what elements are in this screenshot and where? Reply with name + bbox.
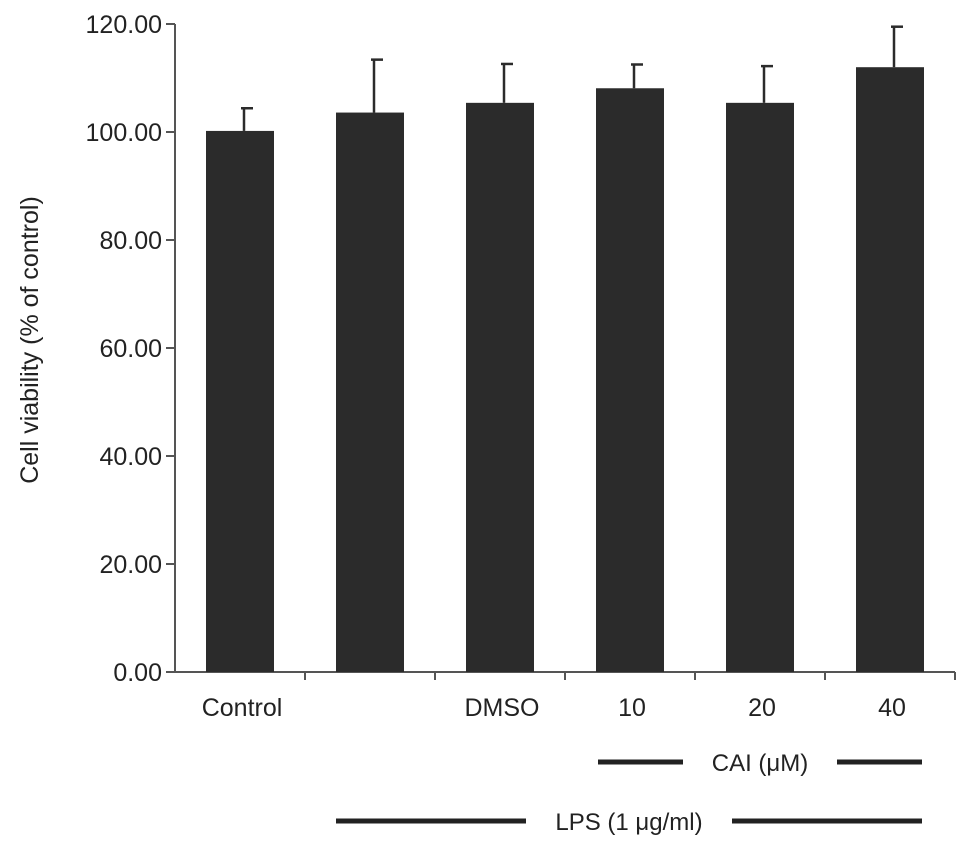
y-tick-label: 40.00 — [99, 443, 162, 471]
y-tick-label: 20.00 — [99, 551, 162, 579]
bar — [856, 67, 924, 672]
y-tick-label: 80.00 — [99, 227, 162, 255]
x-tick-label: 20 — [748, 694, 776, 722]
bars — [206, 67, 924, 673]
x-tick-label: Control — [202, 694, 283, 722]
y-axis-title: Cell viability (% of control) — [16, 196, 44, 484]
treatment-annotations: CAI (μM) LPS (1 μg/ml) — [336, 750, 922, 836]
annotation-label: CAI (μM) — [712, 750, 808, 777]
bar — [206, 130, 274, 673]
x-tick-labels: Control DMSO 10 20 40 — [202, 694, 906, 722]
bar — [466, 102, 534, 673]
y-tick-label: 0.00 — [113, 659, 162, 687]
x-tick-label: 10 — [618, 694, 646, 722]
x-tick-label: 40 — [878, 694, 906, 722]
annotation-label: LPS (1 μg/ml) — [555, 809, 702, 836]
bar — [336, 112, 404, 672]
y-tick-label: 60.00 — [99, 335, 162, 363]
x-tick-label: DMSO — [465, 694, 540, 722]
error-bars — [241, 25, 903, 131]
y-tick-label: 100.00 — [86, 119, 162, 147]
y-axis: 0.00 20.00 40.00 60.00 80.00 100.00 120.00 — [86, 11, 176, 687]
y-tick-label: 120.00 — [86, 11, 162, 39]
x-axis — [175, 671, 956, 680]
bar — [726, 102, 794, 673]
bar — [596, 88, 664, 672]
